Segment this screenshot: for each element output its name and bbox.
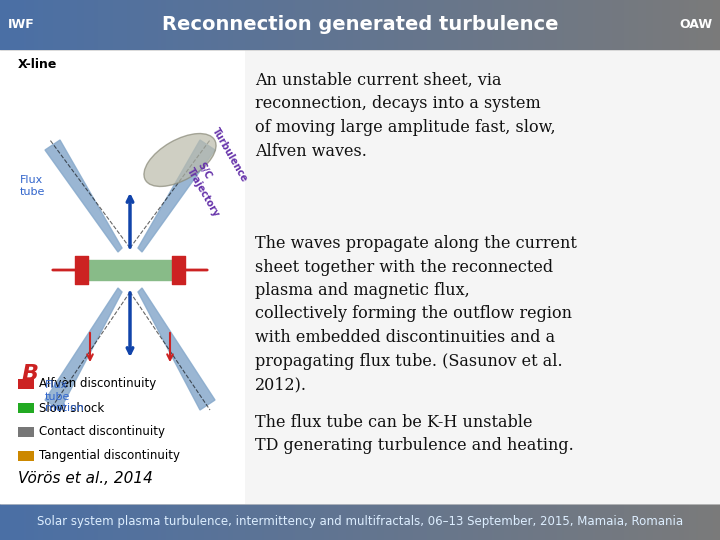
Text: An unstable current sheet, via
reconnection, decays into a system
of moving larg: An unstable current sheet, via reconnect… [255, 72, 556, 159]
Text: Reconnection generated turbulence: Reconnection generated turbulence [162, 16, 558, 35]
Bar [18, 403, 34, 413]
Text: S/C
Trajectory: S/C Trajectory [185, 160, 231, 219]
Text: Alfvèn discontinuity: Alfvèn discontinuity [39, 377, 156, 390]
Text: B: B [22, 364, 39, 384]
Bar [18, 451, 34, 461]
Ellipse shape [144, 133, 216, 186]
Polygon shape [45, 140, 122, 252]
Text: IWF: IWF [8, 18, 35, 31]
Polygon shape [138, 288, 215, 410]
Text: Flux
tube: Flux tube [20, 175, 45, 197]
Text: Vörös et al., 2014: Vörös et al., 2014 [18, 471, 153, 486]
Text: Tangential discontinuity: Tangential discontinuity [39, 449, 180, 462]
Bar [18, 379, 34, 389]
Text: The waves propagate along the current
sheet together with the reconnected
plasma: The waves propagate along the current sh… [255, 235, 577, 393]
Text: OAW: OAW [679, 18, 712, 31]
Text: Slow shock: Slow shock [39, 402, 104, 415]
Text: Contact discontinuity: Contact discontinuity [39, 426, 165, 438]
Text: Solar system plasma turbulence, intermittency and multifractals, 06–13 September: Solar system plasma turbulence, intermit… [37, 516, 683, 529]
Text: Flux
tube
motion: Flux tube motion [45, 380, 84, 413]
Bar [18, 427, 34, 437]
Polygon shape [138, 140, 215, 252]
Text: Turbulence: Turbulence [210, 126, 249, 184]
Text: The flux tube can be K-H unstable
TD generating turbulence and heating.: The flux tube can be K-H unstable TD gen… [255, 414, 574, 455]
Polygon shape [45, 288, 122, 410]
Text: X-line: X-line [18, 58, 58, 71]
